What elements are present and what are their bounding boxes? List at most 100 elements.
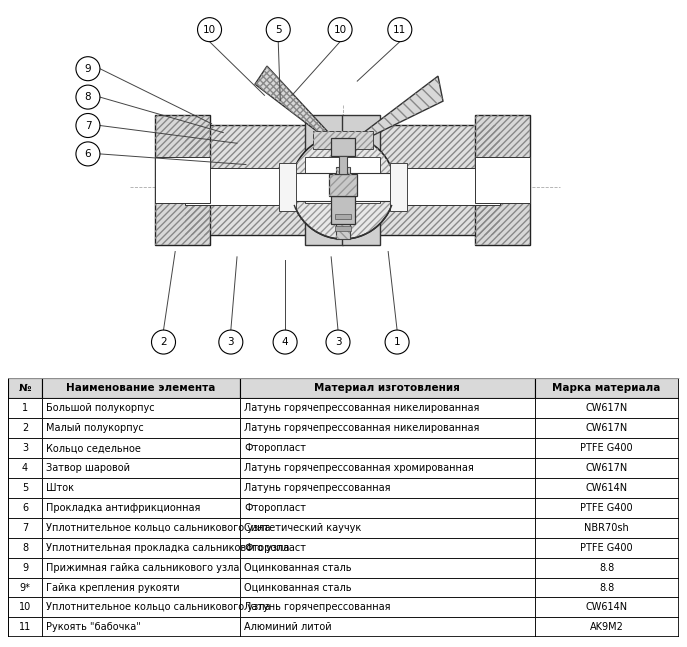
Bar [240,378,534,399]
Text: 10: 10 [203,25,216,35]
Bar [291,173,395,201]
Text: 11: 11 [19,622,31,632]
Text: 2: 2 [160,337,167,347]
Bar [42,538,240,558]
Bar [335,214,351,219]
Text: PTFE G400: PTFE G400 [581,503,633,513]
Bar [155,157,210,203]
Text: Прижимная гайка сальникового узла: Прижимная гайка сальникового узла [47,563,240,573]
Circle shape [326,330,350,354]
Bar [534,399,679,419]
Bar [8,578,42,597]
Bar [155,115,210,245]
Bar [42,498,240,518]
Text: Фторопласт: Фторопласт [245,503,306,513]
Text: CW614N: CW614N [585,483,628,493]
Circle shape [328,17,352,41]
Bar [305,157,343,203]
Text: 6: 6 [22,503,28,513]
Text: 3: 3 [227,337,234,347]
Text: 3: 3 [335,337,341,347]
Bar [329,174,357,196]
Bar [8,478,42,498]
Bar [534,617,679,637]
Bar [534,578,679,597]
Circle shape [388,17,412,41]
Circle shape [198,17,221,41]
Bar [8,378,42,399]
Text: №: № [19,384,31,393]
Text: CW617N: CW617N [585,423,628,433]
Bar [534,419,679,438]
Bar [240,538,534,558]
Text: Затвор шаровой: Затвор шаровой [47,463,131,473]
Bar [475,115,530,245]
Bar [42,558,240,578]
Bar [185,125,310,235]
Bar [42,399,240,419]
Text: 5: 5 [22,483,28,493]
Text: 9*: 9* [19,582,30,593]
Bar [240,617,534,637]
Text: 1: 1 [394,337,401,347]
Bar [534,597,679,617]
Text: 8.8: 8.8 [599,563,614,573]
Bar [240,558,534,578]
Circle shape [76,142,100,166]
Bar [42,617,240,637]
Text: Уплотнительное кольцо сальникового узла: Уплотнительное кольцо сальникового узла [47,602,271,613]
Text: 7: 7 [22,523,28,532]
Text: 5: 5 [275,25,282,35]
Text: Марка материала: Марка материала [552,384,661,393]
Bar [240,498,534,518]
Polygon shape [343,76,443,148]
Bar [240,597,534,617]
Bar [42,478,240,498]
Text: Латунь горячепрессованная: Латунь горячепрессованная [245,483,391,493]
Text: PTFE G400: PTFE G400 [581,543,633,553]
Bar [42,419,240,438]
Circle shape [76,57,100,81]
Text: Наименование элемента: Наименование элемента [66,384,215,393]
Text: Рукоять "бабочка": Рукоять "бабочка" [47,622,142,632]
Bar [305,115,343,245]
Bar [240,518,534,538]
Bar [8,399,42,419]
Text: Латунь горячепрессованная: Латунь горячепрессованная [245,602,391,613]
Bar [185,168,310,205]
Bar [279,163,296,211]
Bar [240,478,534,498]
Bar [42,438,240,458]
Circle shape [219,330,243,354]
Bar [339,156,347,174]
Text: Оцинкованная сталь: Оцинкованная сталь [245,582,352,593]
Text: Малый полукорпус: Малый полукорпус [47,423,144,433]
Text: Алюминий литой: Алюминий литой [245,622,332,632]
Text: CW617N: CW617N [585,403,628,413]
Bar [336,167,350,239]
Bar [374,125,500,235]
Text: 7: 7 [85,120,91,131]
Bar [342,157,380,203]
Text: 6: 6 [85,149,91,159]
Polygon shape [255,66,343,148]
Bar [534,438,679,458]
Bar [155,115,210,245]
Bar [240,458,534,478]
Bar [331,196,355,224]
Text: 10: 10 [333,25,347,35]
Text: Материал изготовления: Материал изготовления [314,384,460,393]
Text: Латунь горячепрессованная хромированная: Латунь горячепрессованная хромированная [245,463,474,473]
Bar [336,167,350,239]
Circle shape [385,330,409,354]
Text: Латунь горячепрессованная никелированная: Латунь горячепрессованная никелированная [245,403,480,413]
Bar [8,458,42,478]
Text: 11: 11 [393,25,407,35]
Text: AK9M2: AK9M2 [589,622,624,632]
Bar [185,125,310,235]
Bar [342,115,380,245]
Text: NBR70sh: NBR70sh [585,523,629,532]
Circle shape [76,113,100,138]
Circle shape [273,330,297,354]
Text: CW614N: CW614N [585,602,628,613]
